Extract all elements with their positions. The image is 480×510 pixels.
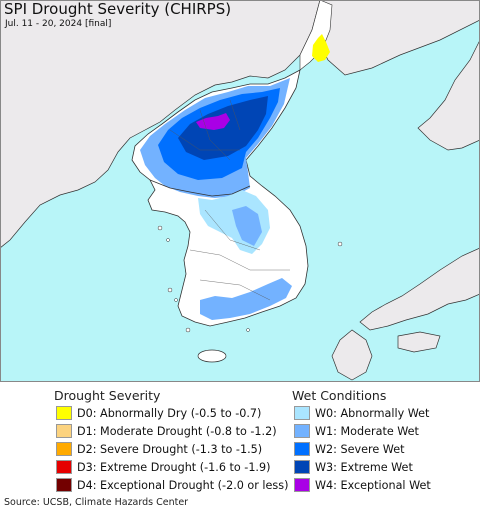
china-land bbox=[0, 0, 321, 249]
province-lines bbox=[169, 99, 290, 301]
exceptional-wet-region bbox=[196, 113, 230, 130]
legend-label-w0: W0: Abnormally Wet bbox=[315, 406, 430, 420]
legend-item-d3: D3: Extreme Drought (-1.6 to -1.9) bbox=[56, 460, 270, 474]
map-title: SPI Drought Severity (CHIRPS) bbox=[4, 0, 232, 18]
japan-honshu-west bbox=[359, 247, 480, 331]
legend-item-w0: W0: Abnormally Wet bbox=[294, 406, 429, 420]
legend-item-d2: D2: Severe Drought (-1.3 to -1.5) bbox=[56, 442, 262, 456]
japan-shikoku bbox=[397, 331, 441, 353]
legend-label-d4: D4: Exceptional Drought (-2.0 or less) bbox=[77, 478, 289, 492]
small-islands bbox=[157, 225, 343, 333]
swatch-d0 bbox=[56, 406, 72, 420]
drought-map bbox=[0, 0, 480, 382]
swatch-w2 bbox=[294, 442, 310, 456]
japan-kyushu bbox=[331, 329, 373, 381]
legend-label-d3: D3: Extreme Drought (-1.6 to -1.9) bbox=[77, 460, 271, 474]
legend-label-w2: W2: Severe Wet bbox=[315, 442, 405, 456]
source-credit: Source: UCSB, Climate Hazards Center bbox=[4, 497, 189, 508]
legend-label-w3: W3: Extreme Wet bbox=[315, 460, 413, 474]
swatch-d3 bbox=[56, 460, 72, 474]
swatch-w1 bbox=[294, 424, 310, 438]
swatch-d1 bbox=[56, 424, 72, 438]
legend-item-d0: D0: Abnormally Dry (-0.5 to -0.7) bbox=[56, 406, 261, 420]
legend-item-w2: W2: Severe Wet bbox=[294, 442, 404, 456]
legend-panel: Drought Severity Wet Conditions D0: Abno… bbox=[0, 382, 480, 492]
swatch-w4 bbox=[294, 478, 310, 492]
legend-label-d2: D2: Severe Drought (-1.3 to -1.5) bbox=[77, 442, 263, 456]
swatch-w0 bbox=[294, 406, 310, 420]
legend-item-w3: W3: Extreme Wet bbox=[294, 460, 413, 474]
south-coast-wet-region bbox=[200, 278, 292, 320]
jeju-island bbox=[197, 349, 227, 363]
wet-legend-heading: Wet Conditions bbox=[292, 388, 387, 403]
legend-label-w1: W1: Moderate Wet bbox=[315, 424, 419, 438]
dmz-border bbox=[149, 179, 251, 197]
legend-label-w4: W4: Exceptional Wet bbox=[315, 478, 431, 492]
legend-label-d1: D1: Moderate Drought (-0.8 to -1.2) bbox=[77, 424, 277, 438]
legend-item-w1: W1: Moderate Wet bbox=[294, 424, 419, 438]
swatch-d2 bbox=[56, 442, 72, 456]
map-subtitle: Jul. 11 - 20, 2024 [final] bbox=[5, 19, 112, 29]
japan-land bbox=[417, 39, 480, 151]
abnormally-dry-area bbox=[312, 34, 330, 62]
south-moderate-wet-region bbox=[232, 206, 262, 246]
legend-item-d1: D1: Moderate Drought (-0.8 to -1.2) bbox=[56, 424, 277, 438]
legend-item-w4: W4: Exceptional Wet bbox=[294, 478, 431, 492]
swatch-d4 bbox=[56, 478, 72, 492]
legend-label-d0: D0: Abnormally Dry (-0.5 to -0.7) bbox=[77, 406, 262, 420]
swatch-w3 bbox=[294, 460, 310, 474]
legend-item-d4: D4: Exceptional Drought (-2.0 or less) bbox=[56, 478, 288, 492]
drought-legend-heading: Drought Severity bbox=[54, 388, 161, 403]
ne-border-land bbox=[299, 0, 333, 71]
